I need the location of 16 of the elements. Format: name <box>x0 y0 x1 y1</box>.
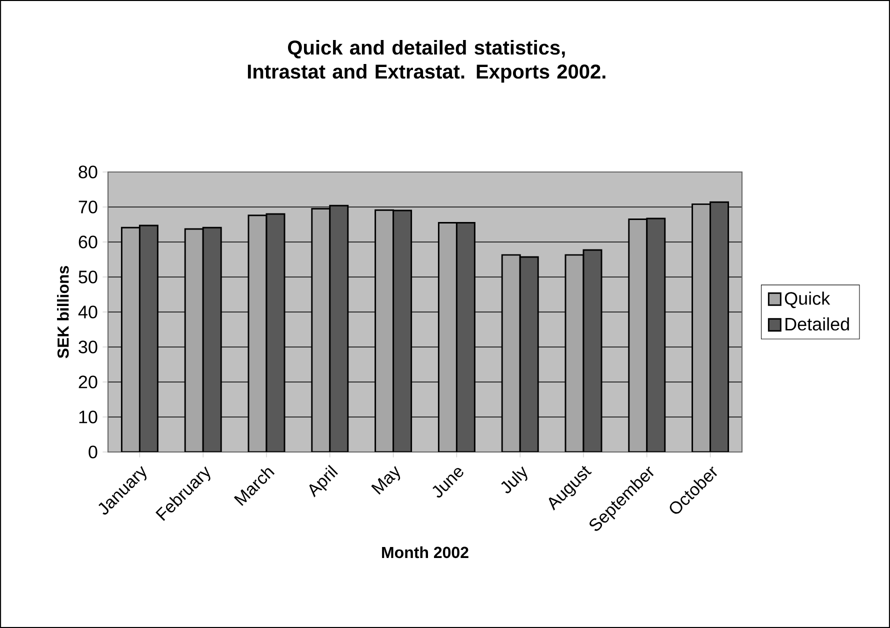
y-tick-label: 50 <box>78 270 98 284</box>
x-tick-label: May <box>371 466 400 495</box>
legend-label: Quick <box>784 292 830 308</box>
y-axis-title: SEK billions <box>57 266 69 358</box>
y-tick-label: 30 <box>78 340 98 354</box>
y-tick-label: 0 <box>88 446 98 458</box>
y-tick-label: 60 <box>78 236 98 248</box>
y-tick-label: 70 <box>78 200 98 214</box>
y-tick-label: 20 <box>78 376 98 388</box>
chart-title: Quick and detailed statistics, Intrastat and Extrastat. Exports 2002. <box>248 40 606 83</box>
y-tick-label: 80 <box>78 166 98 178</box>
y-tick-label: 10 <box>79 410 98 424</box>
x-axis-title: Month 2002 <box>382 546 468 558</box>
y-tick-label: 40 <box>78 306 98 318</box>
legend-label: Detailed <box>786 317 849 331</box>
x-tick-label: July <box>501 466 528 494</box>
